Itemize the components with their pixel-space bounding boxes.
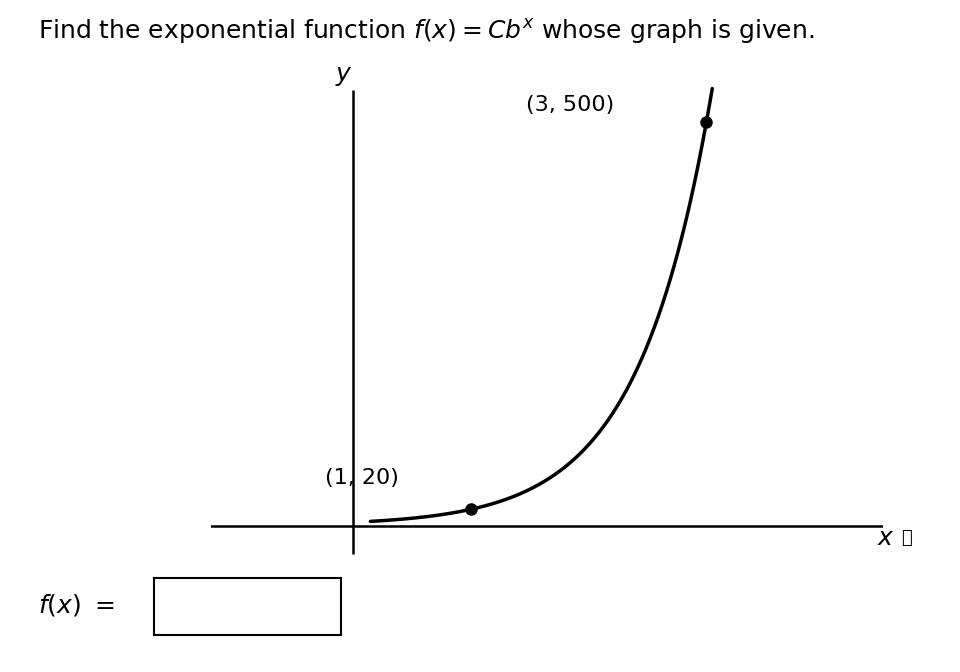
Text: $f(x)$$\ =$: $f(x)$$\ =$ (38, 592, 115, 618)
Text: Find the exponential function $f(x) = Cb^x$ whose graph is given.: Find the exponential function $f(x) = Cb… (38, 17, 815, 46)
Text: y: y (336, 62, 350, 86)
Text: ⓘ: ⓘ (900, 529, 912, 546)
Text: (3, 500): (3, 500) (526, 95, 614, 115)
Text: (1, 20): (1, 20) (324, 468, 398, 489)
Text: x: x (877, 526, 892, 550)
